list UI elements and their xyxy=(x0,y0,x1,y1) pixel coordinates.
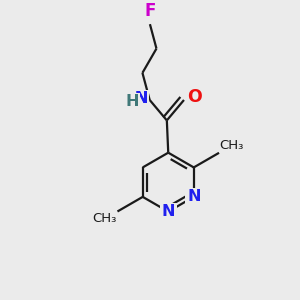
Text: N: N xyxy=(135,91,148,106)
Text: O: O xyxy=(187,88,202,106)
Text: CH₃: CH₃ xyxy=(93,212,117,225)
Text: H: H xyxy=(125,94,139,109)
Text: CH₃: CH₃ xyxy=(220,139,244,152)
Text: N: N xyxy=(187,189,200,204)
Text: N: N xyxy=(135,91,148,106)
Text: F: F xyxy=(144,2,156,20)
Text: N: N xyxy=(161,204,175,219)
